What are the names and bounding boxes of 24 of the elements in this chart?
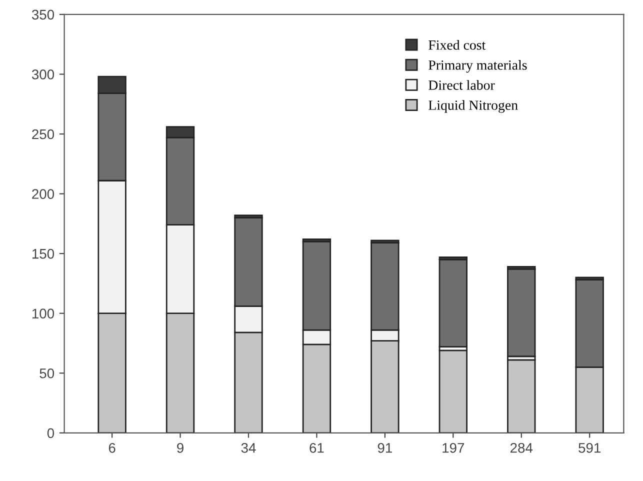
x-tick-label: 284 — [510, 442, 533, 453]
x-tick-label: 197 — [442, 442, 464, 453]
bar — [507, 359, 536, 433]
legend-label: Primary materials — [428, 60, 527, 73]
x-tick-label: 9 — [177, 442, 184, 453]
bar — [438, 258, 468, 348]
y-tick-label: 50 — [40, 368, 54, 378]
legend-label: Fixed cost — [428, 40, 486, 50]
y-tick-label: 200 — [32, 189, 54, 199]
x-tick-label: 6 — [108, 442, 116, 453]
y-tick-label: 150 — [32, 248, 54, 259]
y-tick-label: 250 — [32, 129, 54, 140]
y-tick-label: 350 — [32, 10, 54, 20]
y-tick-label: 0 — [47, 428, 54, 438]
x-tick-label: 591 — [578, 442, 601, 453]
x-tick-label: 34 — [241, 442, 256, 453]
bar — [438, 350, 468, 433]
bar — [507, 268, 536, 358]
legend-label: Liquid Nitrogen — [428, 100, 518, 113]
y-tick-label: 100 — [32, 308, 54, 319]
x-tick-label: 91 — [378, 442, 392, 453]
legend-label: Direct labor — [428, 80, 495, 90]
x-tick-label: 61 — [310, 442, 324, 453]
y-tick-label: 300 — [32, 70, 54, 80]
